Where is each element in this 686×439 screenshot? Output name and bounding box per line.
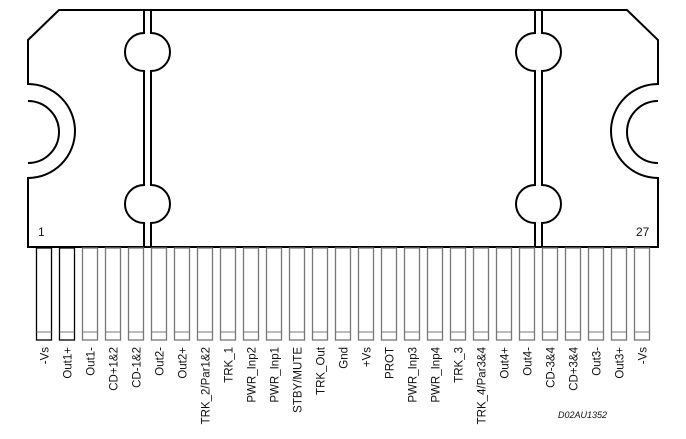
pin-label: Out4+ xyxy=(500,347,512,379)
pin-label: STBY/MUTE xyxy=(293,347,305,413)
pin-lead xyxy=(81,247,99,341)
pin-label: Out3+ xyxy=(615,347,627,379)
pin-24: CD+3&4 xyxy=(564,247,582,391)
pin-label: CD-1&2 xyxy=(132,347,144,388)
pin-lead xyxy=(219,247,237,341)
pin-20: TRK_4/Par3&4 xyxy=(472,247,490,424)
pin-label: Out2- xyxy=(155,347,167,376)
pin-26: Out3+ xyxy=(610,247,628,379)
pin-label: PROT xyxy=(385,347,397,379)
pin-12: STBY/MUTE xyxy=(288,247,306,413)
pin-lead xyxy=(449,247,467,341)
pin-lead xyxy=(610,247,628,341)
right-notch-inner-arc xyxy=(626,100,659,164)
pin-label: PWR_Inp4 xyxy=(431,346,443,402)
pin-4: CD+1&2 xyxy=(104,247,122,391)
pin-lead xyxy=(311,247,329,341)
pin-label: PWR_Inp2 xyxy=(247,347,259,403)
pin-lead xyxy=(403,247,421,341)
pin-lead xyxy=(564,247,582,341)
pin-25: Out3- xyxy=(587,247,605,376)
pin-label: PWR_Inp3 xyxy=(408,347,420,403)
pin-8: TRK_2/Par1&2 xyxy=(196,247,214,424)
pin-15: +Vs xyxy=(357,247,375,367)
pin-label: CD-3&4 xyxy=(546,346,558,388)
pin-17: PWR_Inp3 xyxy=(403,247,421,403)
pin-lead xyxy=(426,247,444,341)
pin-lead xyxy=(357,247,375,341)
pin-label: Out2+ xyxy=(178,347,190,379)
pin-3: Out1- xyxy=(81,247,99,376)
pin-lead xyxy=(380,247,398,341)
pin-label: -Vs xyxy=(40,347,52,365)
pin-lead xyxy=(472,247,490,341)
pin-lead xyxy=(518,247,536,341)
pin-lead xyxy=(35,247,53,341)
pin-9: TRK_1 xyxy=(219,247,237,383)
pin-16: PROT xyxy=(380,247,398,379)
pin-label: Out3- xyxy=(592,347,604,376)
pin-label: PWR_Inp1 xyxy=(270,347,282,403)
pin-27-marker: 27 xyxy=(636,225,650,239)
pin-row: -Vs Out1+ Out1- CD+1&2 CD-1&2 Out2- Out2+ TRK_2… xyxy=(35,247,651,424)
pin-13: TRK_Out xyxy=(311,247,329,395)
pin-10: PWR_Inp2 xyxy=(242,247,260,403)
pin-22: Out4- xyxy=(518,247,536,376)
pin-lead xyxy=(150,247,168,341)
pin-label: -Vs xyxy=(638,347,650,365)
pin-lead xyxy=(265,247,283,341)
left-mounting-slot xyxy=(124,10,171,247)
pin-lead xyxy=(495,247,513,341)
pin-14: Gnd xyxy=(334,247,352,369)
pin-label: Out1+ xyxy=(63,347,75,379)
drawing-code: D02AU1352 xyxy=(558,410,607,420)
pin-lead xyxy=(633,247,651,341)
pin-label: CD+1&2 xyxy=(109,347,121,391)
pin-label: TRK_4/Par3&4 xyxy=(477,346,489,424)
pin-lead xyxy=(541,247,559,341)
pin-label: +Vs xyxy=(362,347,374,367)
pin-label: TRK_2/Par1&2 xyxy=(201,347,213,424)
pin-23: CD-3&4 xyxy=(541,247,559,388)
pin-label: Out1- xyxy=(86,347,98,376)
pin-1: -Vs xyxy=(35,247,53,365)
pin-7: Out2+ xyxy=(173,247,191,379)
pin-18: PWR_Inp4 xyxy=(426,247,444,403)
pin-label: CD+3&4 xyxy=(569,346,581,390)
pin-lead xyxy=(587,247,605,341)
pin-5: CD-1&2 xyxy=(127,247,145,388)
pin-lead xyxy=(196,247,214,341)
pin-label: TRK_3 xyxy=(454,347,466,383)
pin-label: Gnd xyxy=(339,347,351,369)
pin-6: Out2- xyxy=(150,247,168,376)
pin-lead xyxy=(173,247,191,341)
pin-label: Out4- xyxy=(523,347,535,376)
pin-27: -Vs xyxy=(633,247,651,365)
pin-lead xyxy=(104,247,122,341)
pin-1-marker: 1 xyxy=(38,225,45,239)
pin-21: Out4+ xyxy=(495,247,513,379)
pin-lead xyxy=(334,247,352,341)
left-notch-inner-arc xyxy=(27,100,60,164)
pin-lead xyxy=(58,247,76,341)
pin-lead xyxy=(242,247,260,341)
pin-lead xyxy=(288,247,306,341)
pin-label: TRK_1 xyxy=(224,347,236,383)
pin-lead xyxy=(127,247,145,341)
pin-2: Out1+ xyxy=(58,247,76,379)
pin-label: TRK_Out xyxy=(316,346,328,395)
pin-19: TRK_3 xyxy=(449,247,467,383)
right-mounting-slot xyxy=(515,10,562,247)
pin-11: PWR_Inp1 xyxy=(265,247,283,403)
package-body-outline xyxy=(27,9,659,248)
